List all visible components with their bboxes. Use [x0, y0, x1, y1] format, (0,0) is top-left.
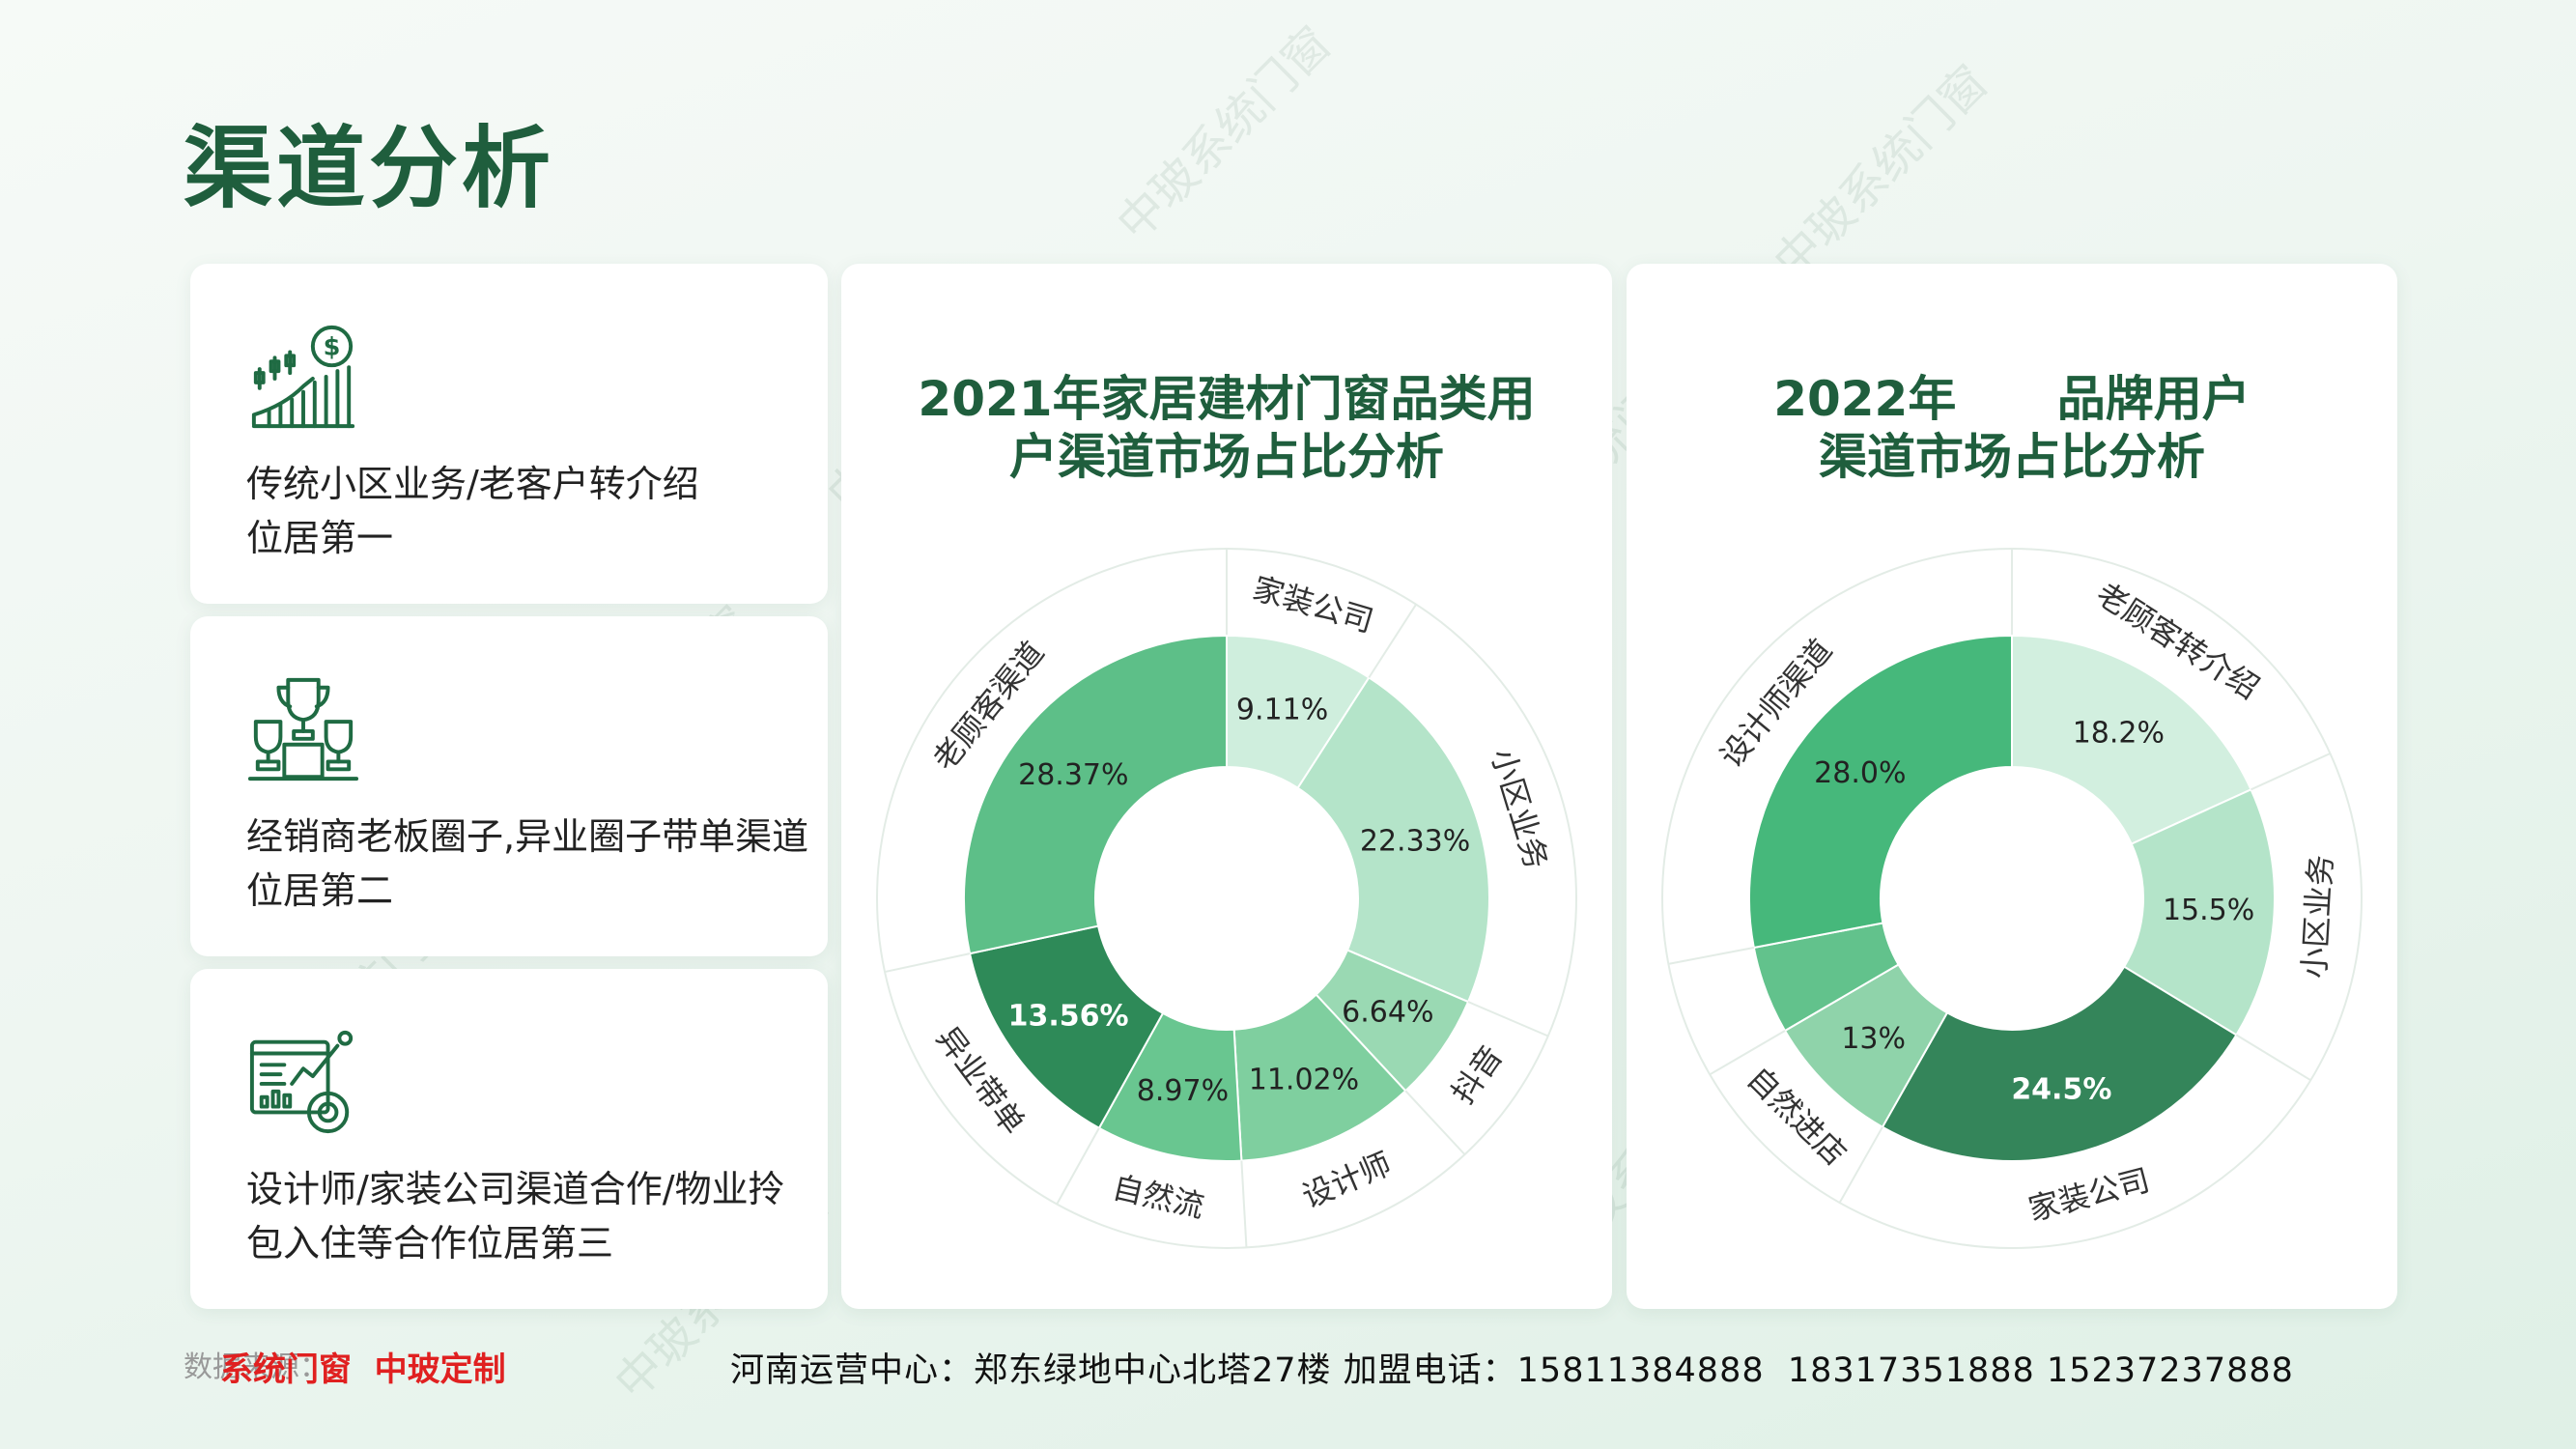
slice-category-label: 设计师: [1297, 1145, 1397, 1215]
slice-category-label: 小区业务: [1484, 744, 1555, 873]
chart-title-line: 2021年家居建材门窗品类用: [918, 371, 1536, 427]
slice-value-label: 8.97%: [1137, 1074, 1229, 1108]
insight-text: 设计师/家装公司渠道合作/物业拎 包入住等合作位居第三: [246, 1162, 816, 1270]
watermark: 中玻系统门窗: [1106, 15, 1343, 252]
slice-value-label: 13%: [1841, 1022, 1906, 1056]
ring-divider: [2250, 753, 2331, 791]
ring-divider: [1240, 1160, 1248, 1248]
ring-divider: [1404, 1090, 1466, 1155]
ring-divider: [2235, 1034, 2311, 1082]
donut-slice: [1296, 675, 1490, 1004]
footer-contact: 河南运营中心：郑东绿地中心北塔27楼 加盟电话：15811384888 1831…: [730, 1351, 2294, 1390]
slice-category-label: 自然流: [1109, 1169, 1207, 1225]
slice-value-label: 28.37%: [1018, 758, 1128, 792]
insight-text-line: 传统小区业务/老客户转介绍: [246, 463, 699, 505]
slice-value-label: 13.56%: [1008, 999, 1129, 1033]
donut-slice: [968, 924, 1165, 1130]
donut-hole: [1882, 769, 2141, 1028]
slice-value-label: 18.2%: [2073, 716, 2165, 750]
ring-divider: [1838, 1126, 1883, 1204]
slice-category-label: 小区业务: [2296, 854, 2340, 980]
chart-title-line: 渠道市场占比分析: [1819, 429, 2205, 485]
insight-text-line: 设计师/家装公司渠道合作/物业拎: [246, 1168, 785, 1210]
slice-category-label: 抖音: [1444, 1038, 1510, 1110]
donut-slice: [963, 634, 1228, 955]
donut-slice: [2122, 787, 2276, 1037]
insight-card-3: 设计师/家装公司渠道合作/物业拎 包入住等合作位居第三: [190, 969, 828, 1309]
slice-value-label: 11.02%: [1249, 1064, 1359, 1097]
donut-slice: [1748, 634, 2013, 950]
insight-text-line: 经销商老板圈子,异业圈子带单渠道: [246, 815, 809, 858]
ring-divider: [1368, 604, 1417, 678]
ring-divider: [1056, 1127, 1100, 1205]
trophy-icon: [246, 672, 360, 786]
chart-card-2021: 2021年家居建材门窗品类用 户渠道市场占比分析 9.11% 家装公司 22.33%…: [841, 264, 1612, 1309]
chart-card-2022: 2022年 品牌用户 渠道市场占比分析 18.2% 老顾客转介绍 15.5% 小区业务…: [1627, 264, 2397, 1309]
slice-value-label: 15.5%: [2163, 894, 2254, 927]
chart-title: 2021年家居建材门窗品类用 户渠道市场占比分析: [841, 370, 1612, 486]
watermark: 中玻系统门窗: [1763, 54, 1999, 291]
ring-divider: [1709, 1030, 1786, 1076]
donut-hole: [1097, 769, 1356, 1028]
insight-card-2: 经销商老板圈子,异业圈子带单渠道 位居第二: [190, 616, 828, 956]
insight-text: 传统小区业务/老客户转介绍 位居第一: [246, 457, 816, 565]
footer-note: 数据来源：: [184, 1350, 328, 1384]
slice-value-label: 9.11%: [1236, 693, 1328, 726]
insight-card-1: $ 传统小区业务/老客户转介绍 位居第一: [190, 264, 828, 604]
ring-divider: [1467, 1001, 1549, 1037]
chart-title-line: 户渠道市场占比分析: [1009, 429, 1444, 485]
slice-category-label: 家装公司: [1249, 570, 1378, 640]
slice-value-label: 22.33%: [1360, 824, 1470, 858]
donut-chart-2021: 9.11% 家装公司 22.33% 小区业务 6.64% 抖音 11.02% 设计师 8.97%…: [876, 548, 1577, 1249]
slice-value-label: 24.5%: [2011, 1072, 2111, 1106]
insight-text-line: 位居第二: [246, 869, 394, 912]
slice-value-label: 6.64%: [1342, 995, 1433, 1029]
slice-value-label: 28.0%: [1814, 756, 1906, 790]
ring-divider: [884, 952, 971, 974]
ring-divider: [1668, 946, 1755, 965]
slice-category-label: 家装公司: [2024, 1161, 2153, 1228]
donut-slice: [2011, 634, 2252, 845]
chart-title-line: 2022年 品牌用户: [1773, 371, 2250, 427]
finance-chart-icon: $: [246, 320, 360, 434]
svg-text:$: $: [324, 332, 341, 361]
insight-text-line: 包入住等合作位居第三: [246, 1222, 614, 1264]
donut-slice: [1881, 965, 2238, 1162]
insight-text: 经销商老板圈子,异业圈子带单渠道 位居第二: [246, 810, 816, 918]
analytics-dashboard-icon: [246, 1025, 360, 1139]
chart-title: 2022年 品牌用户 渠道市场占比分析: [1627, 370, 2397, 486]
footer-brand: 系统门窗 中玻定制: [220, 1350, 506, 1389]
page-title: 渠道分析: [184, 117, 555, 220]
insight-text-line: 位居第一: [246, 517, 394, 559]
